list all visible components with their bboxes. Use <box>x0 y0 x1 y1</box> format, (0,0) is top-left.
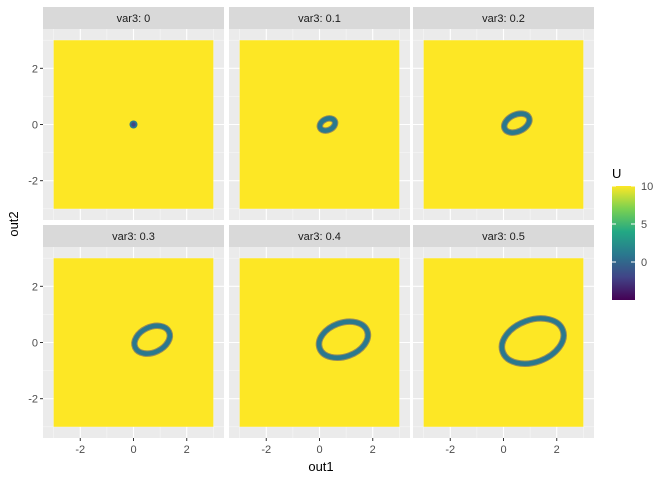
facet-strip-label: var3: 0.2 <box>482 13 525 25</box>
facet-panel: var3: 0.4 -2 0 2 <box>229 225 410 456</box>
facet-strip <box>413 7 594 29</box>
x-tick-label: 2 <box>554 444 560 456</box>
legend-colorbar <box>612 186 635 300</box>
legend-tick-label: 10 <box>641 181 653 193</box>
x-tick-label: 0 <box>500 444 506 456</box>
facet-strip <box>413 225 594 247</box>
x-tick-label: -2 <box>261 444 271 456</box>
y-tick-label: -2 <box>28 176 38 188</box>
facet-panel: var3: 0.5 -2 0 2 <box>413 225 594 456</box>
y-tick-label: 2 <box>32 281 38 293</box>
contour-ring <box>499 316 566 366</box>
facet-strip <box>229 225 410 247</box>
x-tick-label: -2 <box>445 444 455 456</box>
facet-panel: var3: 0.3 -2 0 2 -2 0 2 <box>28 225 224 456</box>
facet-strip <box>43 7 224 29</box>
facet-panel: var3: 0 -2 0 2 <box>28 7 224 220</box>
y-axis-label: out2 <box>6 211 21 236</box>
x-tick-label: -2 <box>75 444 85 456</box>
center-dot-core <box>131 122 136 127</box>
y-tick-label: 0 <box>32 120 38 132</box>
x-tick-label: 2 <box>370 444 376 456</box>
legend-tick-label: 0 <box>641 257 647 269</box>
contour-ring <box>132 323 173 356</box>
y-tick-label: -2 <box>28 394 38 406</box>
facet-strip-label: var3: 0 <box>117 13 151 25</box>
facet-panel: var3: 0.1 <box>229 7 410 220</box>
x-tick-label: 2 <box>184 444 190 456</box>
x-tick-label: 0 <box>316 444 322 456</box>
facet-strip-label: var3: 0.3 <box>112 231 155 243</box>
legend-title: U <box>612 166 621 181</box>
facet-strip-label: var3: 0.4 <box>298 231 341 243</box>
y-tick-label: 2 <box>32 63 38 75</box>
contour-ring <box>317 116 338 133</box>
x-axis-label: out1 <box>308 459 333 474</box>
facet-strip-label: var3: 0.1 <box>298 13 341 25</box>
contour-ring <box>501 111 532 135</box>
contour-ring <box>316 319 371 360</box>
x-tick-label: 0 <box>130 444 136 456</box>
facet-strip-label: var3: 0.5 <box>482 231 525 243</box>
y-tick-label: 0 <box>32 338 38 350</box>
facet-panel: var3: 0.2 <box>413 7 594 220</box>
legend-tick-label: 5 <box>641 219 647 231</box>
facet-strip <box>229 7 410 29</box>
facet-strip <box>43 225 224 247</box>
